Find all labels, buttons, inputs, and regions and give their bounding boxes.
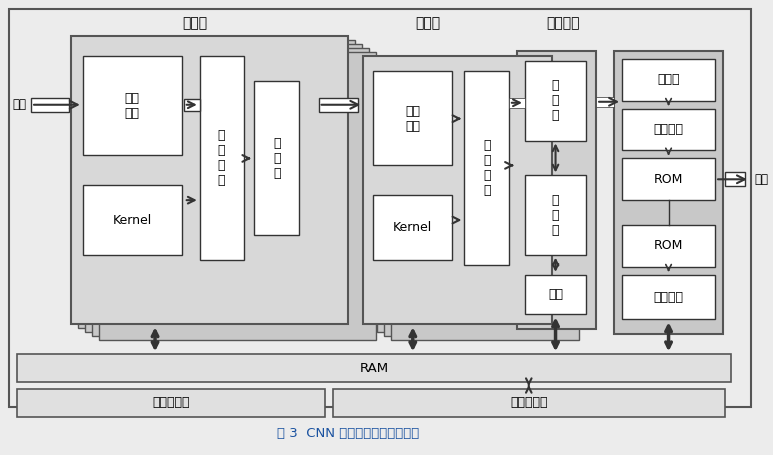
Text: 比
较
器: 比 较 器 (273, 137, 281, 180)
Bar (377, 64, 566, 332)
Bar (31, 98, 69, 112)
Text: 卷
积
运
算: 卷 积 运 算 (218, 129, 225, 187)
Bar (622, 109, 715, 151)
Bar (384, 68, 572, 336)
Bar (391, 72, 579, 340)
Text: ROM: ROM (654, 239, 683, 253)
Text: 累
加
器: 累 加 器 (552, 79, 560, 122)
Bar (517, 51, 596, 329)
Text: 乘
法
器: 乘 法 器 (552, 193, 560, 237)
Bar (71, 36, 349, 324)
Bar (622, 225, 715, 267)
Bar (254, 81, 299, 235)
Text: ROM: ROM (654, 173, 683, 186)
Bar (83, 56, 182, 156)
Bar (17, 389, 325, 417)
Bar (622, 59, 715, 101)
Bar (725, 172, 745, 186)
Bar (373, 71, 452, 165)
Bar (525, 175, 586, 255)
Bar (318, 98, 358, 112)
Bar (525, 275, 586, 314)
Bar (199, 56, 244, 260)
Text: 卷
积
运
算: 卷 积 运 算 (483, 139, 491, 197)
Bar (98, 52, 376, 340)
Text: 比较器: 比较器 (657, 73, 679, 86)
Bar (509, 98, 525, 108)
Bar (614, 51, 723, 334)
Text: 状态控制器: 状态控制器 (152, 396, 189, 410)
Text: Kernel: Kernel (113, 213, 152, 227)
Bar (525, 61, 586, 141)
Bar (78, 40, 356, 329)
Bar (622, 158, 715, 200)
Text: RAM: RAM (359, 362, 389, 374)
Text: 地址映射: 地址映射 (653, 123, 683, 136)
Bar (184, 99, 199, 111)
Bar (9, 10, 751, 407)
Text: 残差计算: 残差计算 (653, 291, 683, 304)
Bar (622, 275, 715, 319)
Text: 卷积层: 卷积层 (182, 16, 207, 30)
Bar (333, 389, 725, 417)
Bar (596, 97, 614, 107)
Text: 权值: 权值 (548, 288, 563, 301)
Bar (83, 185, 182, 255)
Bar (363, 56, 552, 324)
Text: 输出: 输出 (754, 173, 769, 186)
Text: 全连接层: 全连接层 (547, 16, 581, 30)
Text: 地址控制器: 地址控制器 (510, 396, 547, 410)
Text: 图 3  CNN 系统整体硬件设计结构: 图 3 CNN 系统整体硬件设计结构 (278, 427, 420, 440)
Text: 数据
缓冲: 数据 缓冲 (124, 92, 140, 120)
Bar (465, 71, 509, 265)
Bar (370, 60, 559, 329)
Text: Kernel: Kernel (393, 222, 432, 234)
Bar (91, 48, 369, 336)
Bar (85, 44, 363, 332)
Text: 池化层: 池化层 (415, 16, 440, 30)
Bar (17, 354, 731, 382)
Text: 数据
缓冲: 数据 缓冲 (405, 105, 421, 133)
Text: 输入: 输入 (12, 98, 26, 111)
Bar (373, 195, 452, 260)
